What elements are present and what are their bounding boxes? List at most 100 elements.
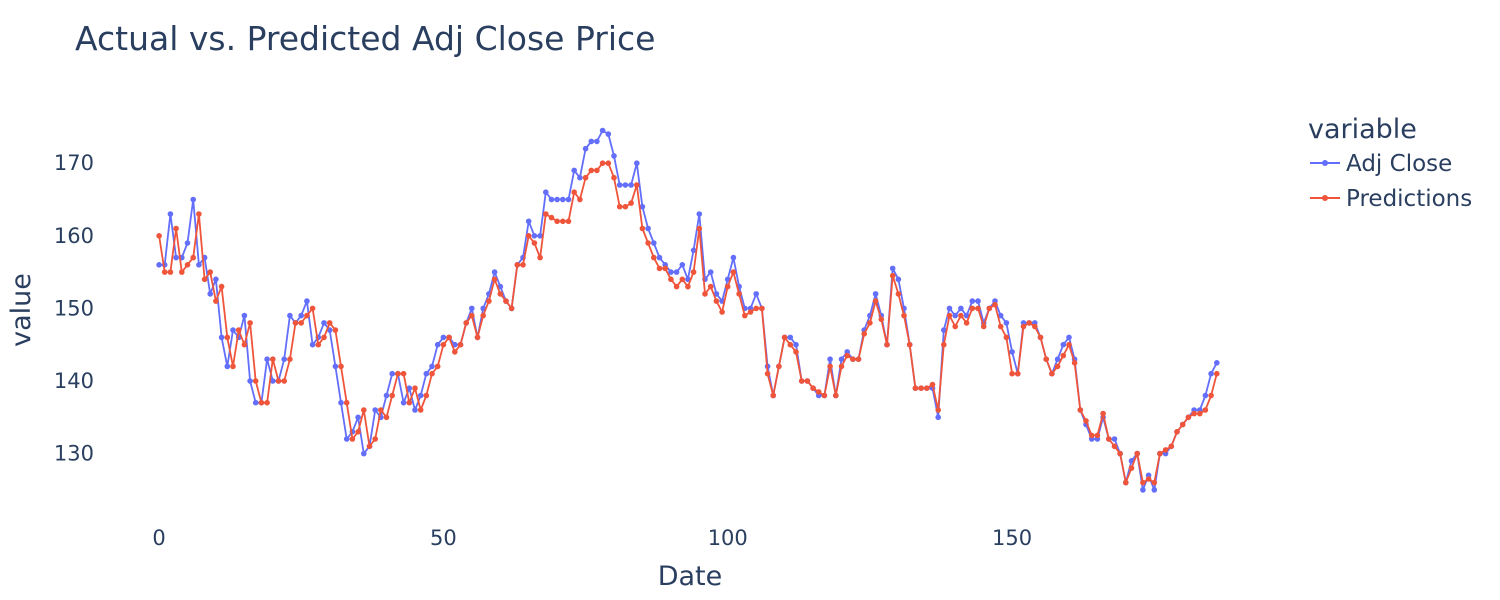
data-point[interactable] — [275, 378, 282, 384]
data-point[interactable] — [423, 392, 430, 399]
data-point[interactable] — [173, 225, 179, 232]
data-point[interactable] — [838, 363, 845, 370]
data-point[interactable] — [332, 327, 339, 333]
data-point[interactable] — [503, 298, 509, 304]
data-point[interactable] — [446, 334, 452, 341]
data-point[interactable] — [281, 378, 288, 384]
data-point[interactable] — [616, 182, 623, 188]
data-point[interactable] — [810, 385, 816, 392]
data-point[interactable] — [548, 214, 555, 221]
data-point[interactable] — [781, 334, 788, 341]
data-point[interactable] — [599, 160, 606, 166]
data-point[interactable] — [531, 240, 538, 246]
data-point[interactable] — [895, 291, 902, 297]
data-point[interactable] — [901, 312, 907, 319]
data-point[interactable] — [764, 370, 771, 377]
data-point[interactable] — [1060, 341, 1067, 348]
data-point[interactable] — [616, 203, 623, 210]
data-point[interactable] — [906, 341, 913, 348]
data-point[interactable] — [707, 269, 714, 275]
data-point[interactable] — [218, 334, 225, 341]
data-point[interactable] — [827, 363, 833, 370]
data-point[interactable] — [855, 356, 862, 363]
data-point[interactable] — [525, 218, 532, 225]
data-point[interactable] — [1208, 370, 1214, 377]
data-point[interactable] — [469, 305, 475, 312]
data-point[interactable] — [372, 436, 379, 442]
data-point[interactable] — [730, 254, 737, 261]
data-point[interactable] — [747, 309, 754, 315]
data-point[interactable] — [1179, 421, 1186, 428]
data-point[interactable] — [560, 218, 566, 225]
data-point[interactable] — [622, 203, 629, 210]
data-point[interactable] — [707, 283, 714, 290]
data-point[interactable] — [1214, 360, 1220, 366]
data-point[interactable] — [543, 211, 549, 217]
data-point[interactable] — [628, 182, 634, 188]
data-point[interactable] — [281, 356, 288, 363]
data-point[interactable] — [1071, 360, 1078, 366]
data-point[interactable] — [628, 200, 634, 206]
data-point[interactable] — [980, 323, 987, 330]
data-point[interactable] — [1111, 443, 1118, 450]
data-point[interactable] — [554, 218, 560, 225]
data-point[interactable] — [827, 356, 833, 363]
data-point[interactable] — [611, 153, 617, 159]
data-point[interactable] — [241, 341, 248, 348]
data-point[interactable] — [793, 349, 799, 355]
data-point[interactable] — [798, 378, 805, 384]
data-point[interactable] — [594, 167, 600, 174]
data-point[interactable] — [1060, 352, 1067, 359]
data-point[interactable] — [355, 429, 361, 435]
data-point[interactable] — [668, 269, 674, 275]
data-point[interactable] — [207, 269, 213, 275]
data-point[interactable] — [838, 356, 845, 363]
data-point[interactable] — [861, 331, 867, 337]
data-point[interactable] — [1094, 432, 1101, 439]
data-point[interactable] — [605, 131, 612, 137]
data-point[interactable] — [696, 225, 703, 232]
data-point[interactable] — [1157, 450, 1163, 457]
data-point[interactable] — [730, 269, 737, 275]
data-point[interactable] — [946, 305, 953, 312]
data-point[interactable] — [1037, 334, 1044, 341]
data-point[interactable] — [872, 291, 879, 297]
data-point[interactable] — [804, 378, 811, 384]
data-point[interactable] — [1015, 370, 1021, 377]
data-point[interactable] — [554, 196, 560, 203]
data-point[interactable] — [400, 370, 407, 377]
data-point[interactable] — [565, 196, 572, 203]
data-point[interactable] — [713, 298, 720, 304]
data-point[interactable] — [787, 341, 794, 348]
data-point[interactable] — [213, 298, 219, 304]
data-point[interactable] — [941, 327, 947, 333]
data-point[interactable] — [935, 407, 941, 413]
data-point[interactable] — [651, 240, 657, 246]
data-point[interactable] — [634, 182, 640, 188]
data-point[interactable] — [412, 385, 418, 392]
data-point[interactable] — [292, 320, 299, 326]
data-point[interactable] — [196, 211, 202, 217]
data-point[interactable] — [696, 211, 703, 217]
data-point[interactable] — [1009, 370, 1015, 377]
data-point[interactable] — [1003, 334, 1010, 341]
data-point[interactable] — [321, 334, 327, 341]
data-point[interactable] — [969, 298, 976, 304]
data-point[interactable] — [571, 167, 577, 174]
data-point[interactable] — [1100, 410, 1106, 417]
data-point[interactable] — [833, 392, 839, 399]
data-point[interactable] — [844, 352, 850, 359]
data-point[interactable] — [1083, 418, 1089, 424]
data-point[interactable] — [924, 385, 930, 392]
data-point[interactable] — [776, 363, 782, 370]
data-point[interactable] — [571, 189, 577, 195]
data-point[interactable] — [1054, 356, 1061, 363]
data-point[interactable] — [685, 283, 691, 290]
data-point[interactable] — [429, 363, 435, 370]
data-point[interactable] — [184, 262, 191, 268]
data-point[interactable] — [167, 269, 174, 275]
data-point[interactable] — [679, 276, 686, 283]
data-point[interactable] — [167, 211, 174, 217]
data-point[interactable] — [1145, 476, 1152, 482]
data-point[interactable] — [270, 356, 276, 363]
